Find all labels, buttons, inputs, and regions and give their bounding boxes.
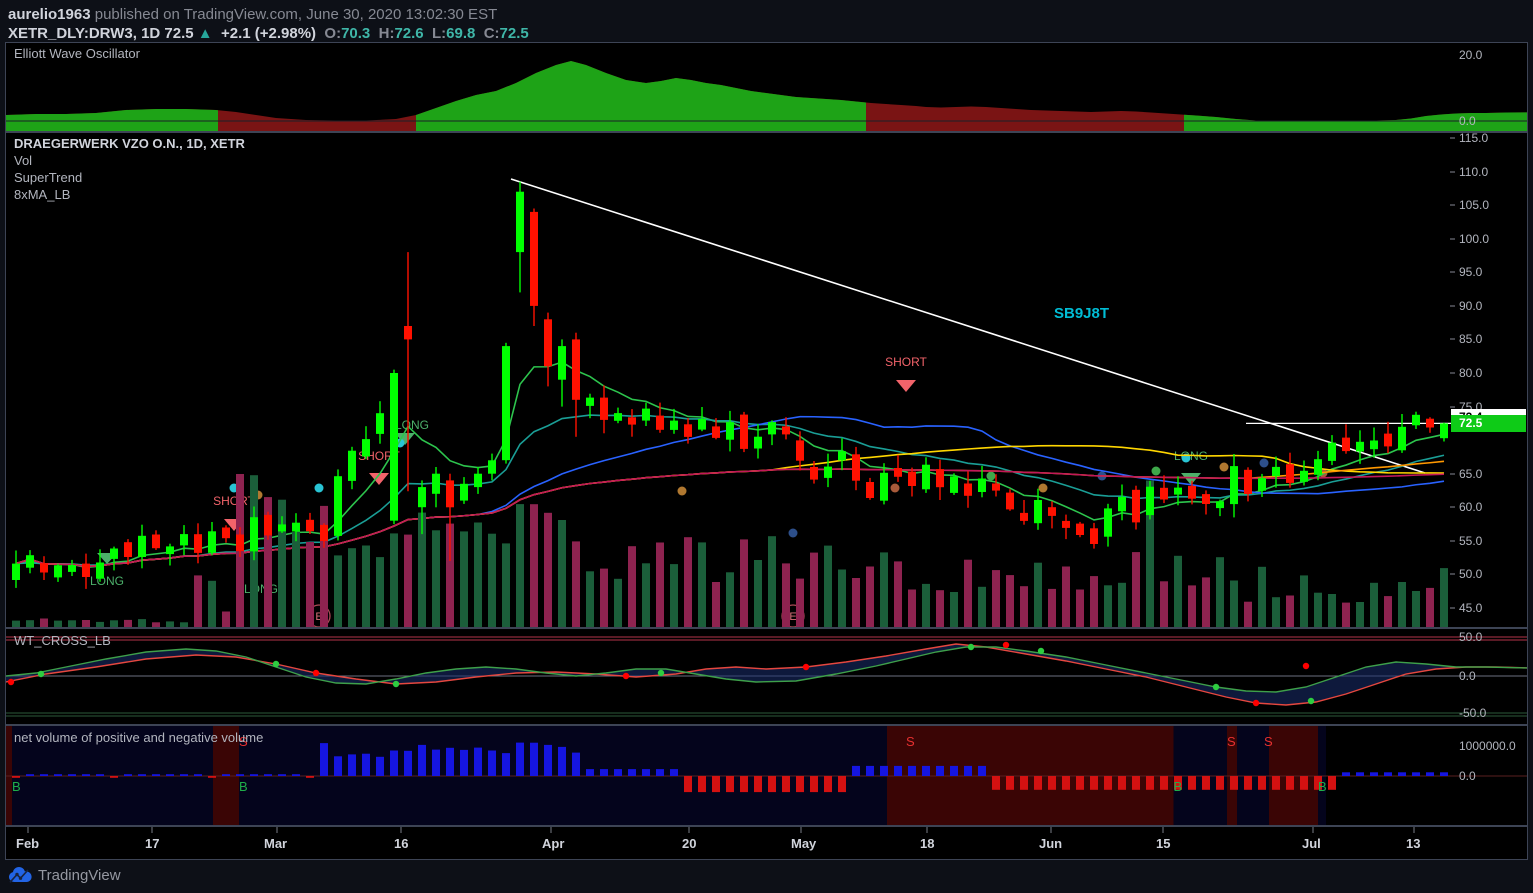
svg-text:SB9J8T: SB9J8T: [1054, 305, 1109, 322]
svg-text:B: B: [12, 779, 21, 794]
svg-text:SHORT: SHORT: [213, 494, 255, 508]
svg-text:LONG: LONG: [90, 574, 124, 588]
svg-text:B: B: [239, 779, 248, 794]
svg-text:B: B: [1318, 779, 1327, 794]
svg-text:S: S: [1227, 734, 1236, 749]
svg-text:LONG: LONG: [244, 582, 278, 596]
svg-text:S: S: [1264, 734, 1273, 749]
svg-text:S: S: [906, 734, 915, 749]
svg-text:E: E: [789, 611, 796, 623]
svg-text:B: B: [1174, 779, 1183, 794]
svg-text:SHORT: SHORT: [885, 355, 927, 369]
